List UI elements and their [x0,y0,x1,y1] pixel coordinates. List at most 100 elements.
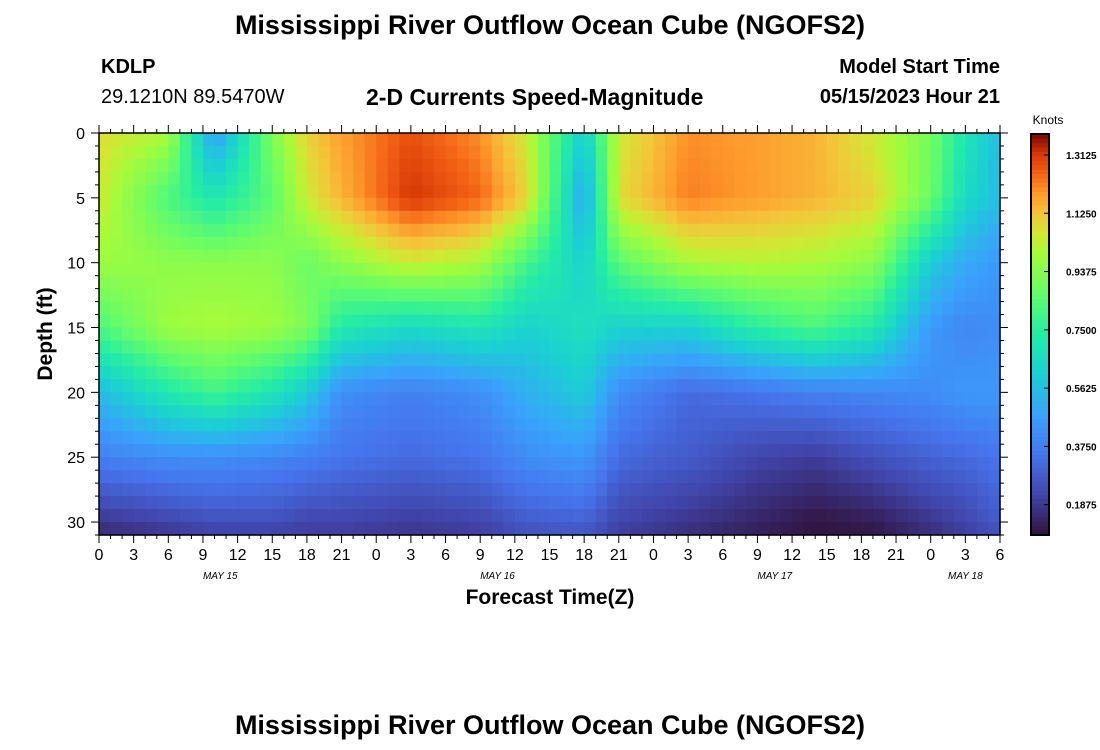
footer-title: Mississippi River Outflow Ocean Cube (NG… [234,710,866,740]
heatmap-cell [745,353,759,368]
heatmap-cell [491,275,504,290]
heatmap-cell [156,133,169,147]
heatmap-cell [191,236,204,251]
heatmap-cell [849,353,862,368]
heatmap-cell [907,379,920,393]
heatmap-cell [884,379,897,393]
heatmap-cell [514,366,527,380]
heatmap-cell [630,418,643,432]
heatmap-cell [399,171,412,186]
heatmap-cell [699,249,712,264]
heatmap-cell [884,158,897,173]
heatmap-cell [665,483,678,497]
heatmap-cell [572,288,585,303]
heatmap-cell [353,145,366,160]
heatmap-cell [295,444,308,458]
heatmap-cell [514,197,527,212]
heatmap-cell [433,431,447,445]
heatmap-cell [595,197,608,212]
heatmap-cell [457,262,470,277]
colorbar-swatch [1031,134,1049,139]
heatmap-cell [145,431,158,445]
heatmap-cell [803,392,816,406]
heatmap-cell [757,236,770,251]
heatmap-cell [330,158,343,173]
heatmap-cell [653,314,666,329]
heatmap-cell [283,457,296,471]
heatmap-cell [595,405,608,419]
heatmap-cell [445,509,458,523]
colorbar-swatch [1031,258,1049,264]
heatmap-cell [630,288,643,303]
heatmap-cell [849,288,862,303]
heatmap-cell [410,327,424,342]
colorbar-swatch [1031,436,1049,442]
heatmap-cell [318,509,331,523]
heatmap-cell [214,366,227,380]
heatmap-cell [272,301,285,316]
heatmap-cell [156,405,169,419]
heatmap-cell [156,314,169,329]
heatmap-cell [780,444,793,458]
heatmap-cell [780,171,793,186]
heatmap-cell [133,171,146,186]
heatmap-cell [711,133,724,147]
heatmap-cell [780,158,793,173]
heatmap-cell [665,470,678,484]
heatmap-cell [734,392,747,406]
heatmap-cell [745,314,759,329]
heatmap-cell [318,171,331,186]
heatmap-cell [653,366,666,380]
heatmap-cell [838,470,851,484]
heatmap-cell [965,249,978,264]
heatmap-cell [179,249,193,264]
heatmap-cell [191,145,204,160]
heatmap-cell [896,275,909,290]
heatmap-cell [133,301,146,316]
heatmap-cell [884,340,897,355]
colorbar-swatch [1031,218,1049,224]
heatmap-cell [306,171,320,186]
heatmap-cell [226,171,239,186]
heatmap-cell [942,418,955,432]
heatmap-cell [826,223,839,238]
heatmap-cell [872,405,886,419]
heatmap-cell [688,223,701,238]
heatmap-cell [353,379,366,393]
heatmap-cell [711,353,724,368]
heatmap-cell [133,392,146,406]
heatmap-cell [549,405,562,419]
heatmap-cell [965,522,978,536]
heatmap-cell [780,223,793,238]
heatmap-cell [422,483,435,497]
heatmap-cell [803,210,816,225]
heatmap-cell [376,158,389,173]
heatmap-cell [861,405,874,419]
heatmap-cell [861,133,874,147]
heatmap-cell [306,210,320,225]
heatmap-cell [110,314,123,329]
colorbar-swatch [1031,147,1049,153]
heatmap-cell [237,405,250,419]
heatmap-cell [953,133,966,147]
heatmap-cell [930,145,943,160]
heatmap-cell [457,457,470,471]
heatmap-cell [214,327,227,342]
heatmap-cell [815,301,828,316]
heatmap-cell [122,392,135,406]
heatmap-cell [849,184,862,199]
heatmap-cell [260,197,273,212]
heatmap-cell [295,301,308,316]
heatmap-cell [341,145,354,160]
heatmap-cell [722,353,735,368]
heatmap-cell [630,431,643,445]
colorbar-swatch [1031,232,1049,237]
heatmap-cell [330,327,343,342]
heatmap-cell [630,457,643,471]
heatmap-cell [699,418,712,432]
heatmap-cell [133,133,146,147]
heatmap-cell [734,418,747,432]
heatmap-cell [168,145,181,160]
heatmap-cell [815,353,828,368]
heatmap-cell [249,327,262,342]
